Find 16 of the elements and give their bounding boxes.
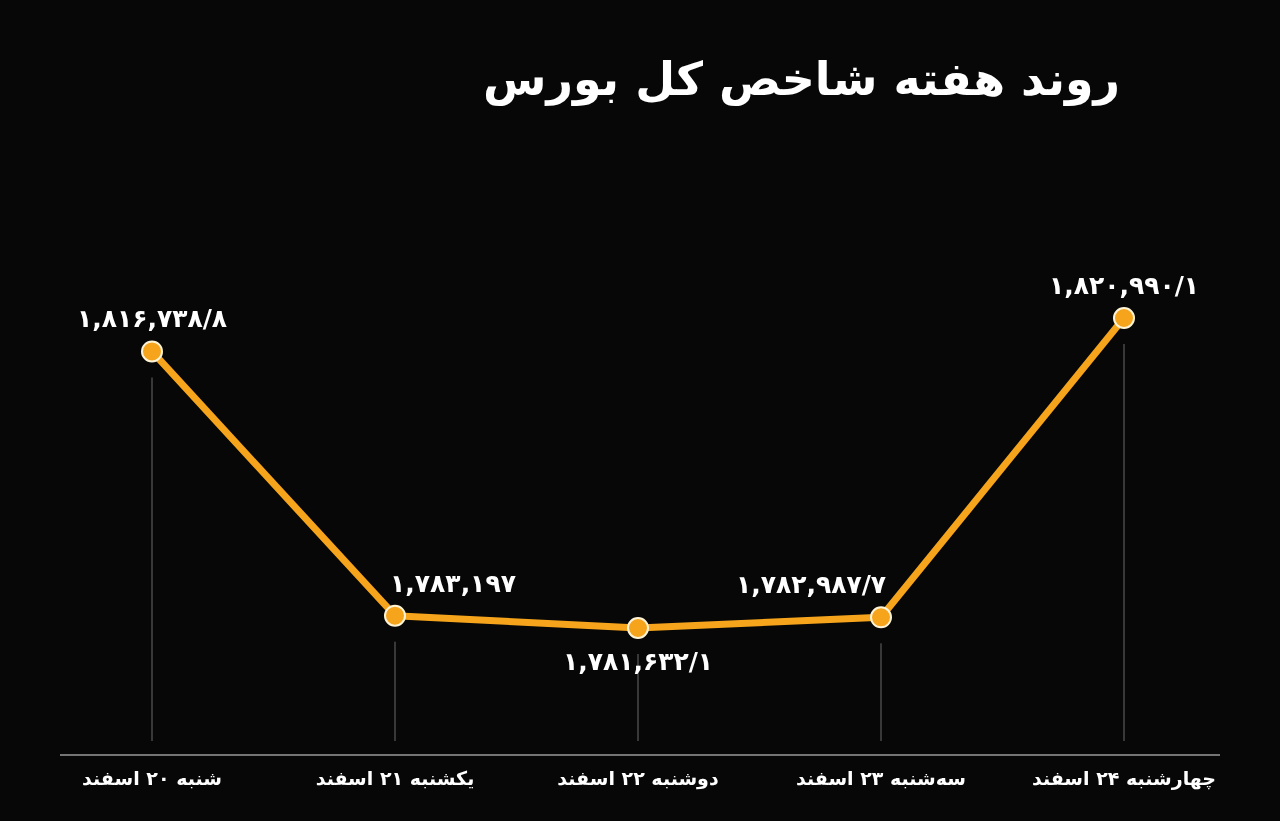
data-label: ۱,۷۸۲,۹۸۷/۷ — [735, 570, 887, 600]
point — [1113, 307, 1135, 329]
x-tick-label: شنبه ۲۰ اسفند — [82, 767, 222, 789]
x-tick-label: دوشنبه ۲۲ اسفند — [557, 767, 719, 790]
chart-title: روند هفته شاخص کل بورس — [483, 52, 1120, 106]
data-label: ۱,۷۸۳,۱۹۷ — [390, 568, 516, 598]
point — [627, 617, 649, 639]
x-tick-label: سه‌شنبه ۲۳ اسفند — [796, 767, 966, 789]
data-label: ۱,۷۸۱,۶۳۲/۱ — [562, 647, 714, 676]
x-tick-label: چهارشنبه ۲۴ اسفند — [1031, 767, 1217, 790]
point — [870, 606, 892, 629]
point — [384, 604, 406, 627]
data-label: ۱,۸۱۶,۷۳۸/۸ — [76, 304, 228, 334]
data-label: ۱,۸۲۰,۹۹۰/۱ — [1048, 271, 1200, 300]
x-tick-label: یکشنبه ۲۱ اسفند — [315, 767, 475, 789]
point — [141, 340, 163, 363]
